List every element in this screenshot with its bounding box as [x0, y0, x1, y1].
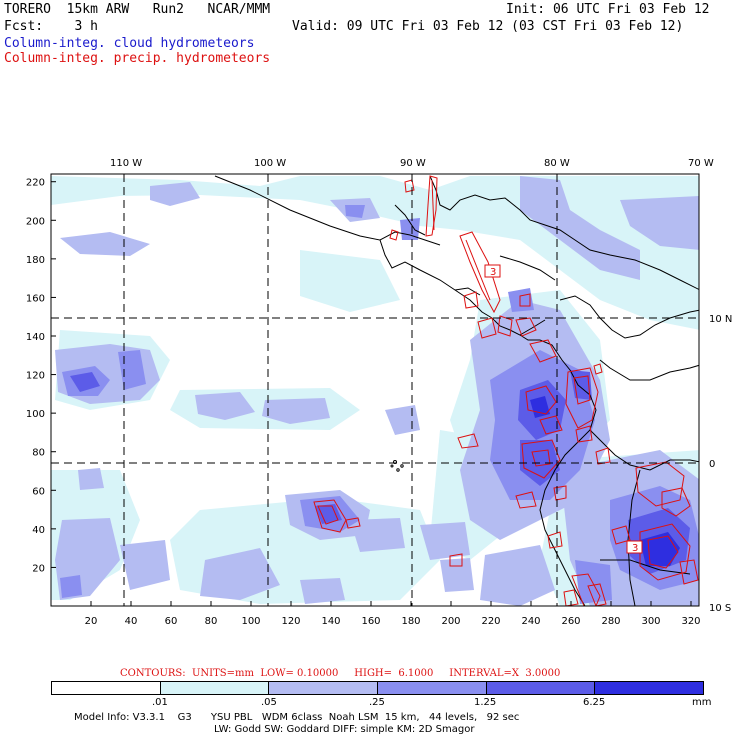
model-info-line1: Model Info: V3.3.1 G3 YSU PBL WDM 6class… — [74, 712, 520, 723]
x-tick-label: 80 — [205, 616, 218, 627]
field-cloud-label: Column-integ. cloud hydrometeors — [4, 36, 255, 51]
lat-label: 10 S — [709, 603, 731, 614]
valid-time: Valid: 09 UTC Fri 03 Feb 12 (03 CST Fri … — [292, 19, 684, 34]
contour-label-2: 3 — [626, 540, 643, 554]
x-tick-label: 20 — [85, 616, 98, 627]
x-tick-label: 40 — [125, 616, 138, 627]
model-info-line2: LW: Godd SW: Goddard DIFF: simple KM: 2D… — [214, 724, 475, 735]
svg-text:3: 3 — [632, 543, 638, 554]
colorbar-unit: mm — [692, 697, 712, 708]
x-axis-ticks: 20 40 60 80 100 120 140 160 180 200 220 240 260 280 30… — [85, 601, 701, 627]
x-tick-label: 140 — [321, 616, 340, 627]
y-tick-label: 160 — [26, 293, 45, 304]
x-tick-label: 320 — [681, 616, 700, 627]
x-tick-label: 240 — [521, 616, 540, 627]
y-tick-label: 200 — [26, 216, 45, 227]
lon-label: 90 W — [400, 158, 426, 169]
field-precip-label: Column-integ. precip. hydrometeors — [4, 51, 271, 66]
y-tick-label: 40 — [32, 525, 45, 536]
colorbar — [51, 681, 704, 695]
colorbar-label: .25 — [369, 697, 385, 708]
y-tick-label: 80 — [32, 448, 45, 459]
y-tick-label: 20 — [32, 563, 45, 574]
colorbar-bin-4 — [486, 682, 596, 694]
lon-label: 100 W — [254, 158, 286, 169]
x-tick-label: 260 — [561, 616, 580, 627]
lon-label: 80 W — [544, 158, 570, 169]
y-tick-label: 60 — [32, 486, 45, 497]
colorbar-bin-1 — [160, 682, 270, 694]
x-tick-label: 60 — [165, 616, 178, 627]
coastlines — [214, 175, 699, 606]
x-tick-label: 220 — [481, 616, 500, 627]
colorbar-bin-2 — [269, 682, 379, 694]
model-title: TORERO 15km ARW Run2 NCAR/MMM — [4, 2, 271, 17]
colorbar-bin-3 — [378, 682, 487, 694]
svg-text:3: 3 — [490, 267, 496, 278]
colorbar-bin-0 — [52, 682, 161, 694]
lon-label: 110 W — [110, 158, 142, 169]
colorbar-label: 6.25 — [583, 697, 606, 708]
lon-label: 70 W — [688, 158, 714, 169]
colorbar-label: 1.25 — [474, 697, 497, 708]
y-tick-label: 100 — [26, 409, 45, 420]
x-tick-label: 300 — [641, 616, 660, 627]
x-tick-label: 160 — [361, 616, 380, 627]
top-lon-labels: 110 W 100 W 90 W 80 W 70 W — [110, 158, 714, 169]
x-tick-label: 100 — [241, 616, 260, 627]
x-tick-label: 200 — [441, 616, 460, 627]
precip-contours — [313, 175, 699, 606]
init-time: Init: 06 UTC Fri 03 Feb 12 — [506, 2, 710, 17]
colorbar-bin-5 — [595, 682, 704, 694]
right-lat-labels: 10 N 0 10 S — [709, 314, 732, 614]
forecast-hour: Fcst: 3 h — [4, 19, 98, 34]
plot-frame — [50, 173, 700, 607]
y-tick-label: 140 — [26, 332, 45, 343]
x-tick-label: 280 — [601, 616, 620, 627]
lat-label: 0 — [709, 459, 715, 470]
contour-info: CONTOURS: UNITS=mm LOW= 0.10000 HIGH= 6.… — [120, 668, 561, 679]
x-tick-label: 180 — [401, 616, 420, 627]
y-tick-label: 120 — [26, 371, 45, 382]
colorbar-label: .05 — [261, 697, 277, 708]
latlon-grid — [51, 174, 699, 606]
contour-label-1: 3 — [484, 264, 501, 278]
lat-label: 10 N — [709, 314, 732, 325]
cloud-level5 — [530, 396, 680, 566]
y-axis-ticks: 220 200 180 160 140 120 100 80 60 40 20 — [26, 178, 56, 574]
y-tick-label: 180 — [26, 255, 45, 266]
x-tick-label: 120 — [281, 616, 300, 627]
y-tick-label: 220 — [26, 178, 45, 189]
colorbar-label: .01 — [152, 697, 168, 708]
